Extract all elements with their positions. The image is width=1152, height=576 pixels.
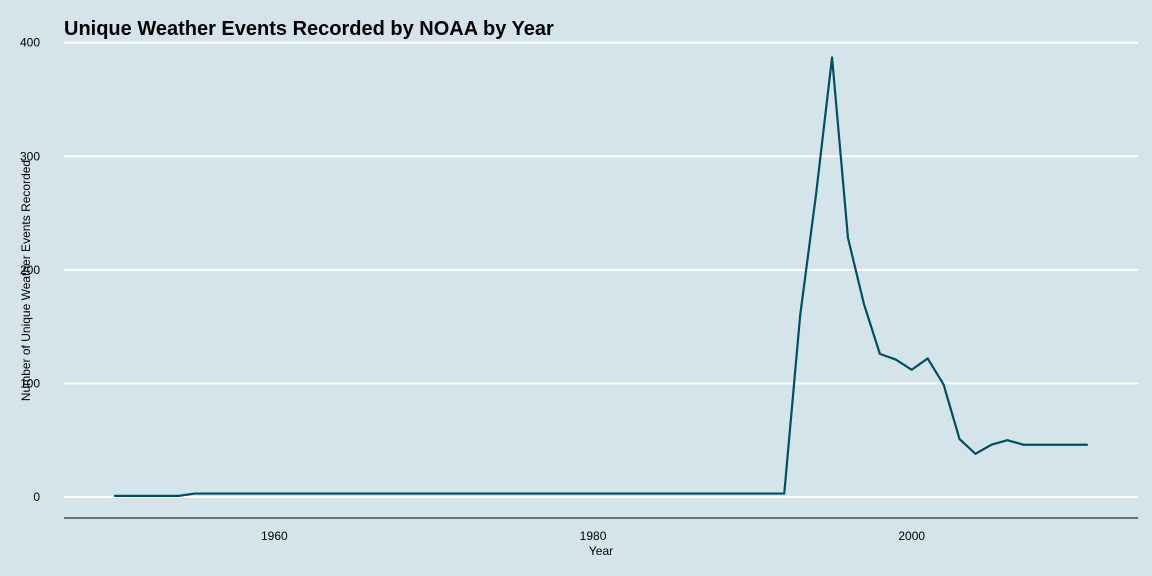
y-axis-title: Number of Unique Weather Events Recorded: [19, 160, 33, 401]
y-tick-label-300: 300: [20, 149, 40, 163]
y-tick-label-200: 200: [20, 263, 40, 277]
y-tick-labels: 0 100 200 300 400: [20, 36, 40, 504]
x-tick-label-1960: 1960: [261, 529, 288, 543]
y-tick-label-100: 100: [20, 376, 40, 390]
chart-title: Unique Weather Events Recorded by NOAA b…: [64, 18, 554, 40]
series-layer: [113, 56, 1089, 497]
y-tick-label-400: 400: [20, 36, 40, 50]
y-tick-label-0: 0: [33, 490, 40, 504]
x-tick-label-2000: 2000: [898, 529, 925, 543]
gridlines: [64, 41, 1138, 498]
series-line-1: [113, 56, 1089, 497]
x-tick-labels: 1960 1980 2000: [261, 529, 925, 543]
x-axis-title: Year: [589, 544, 613, 558]
x-tick-label-1980: 1980: [580, 529, 607, 543]
